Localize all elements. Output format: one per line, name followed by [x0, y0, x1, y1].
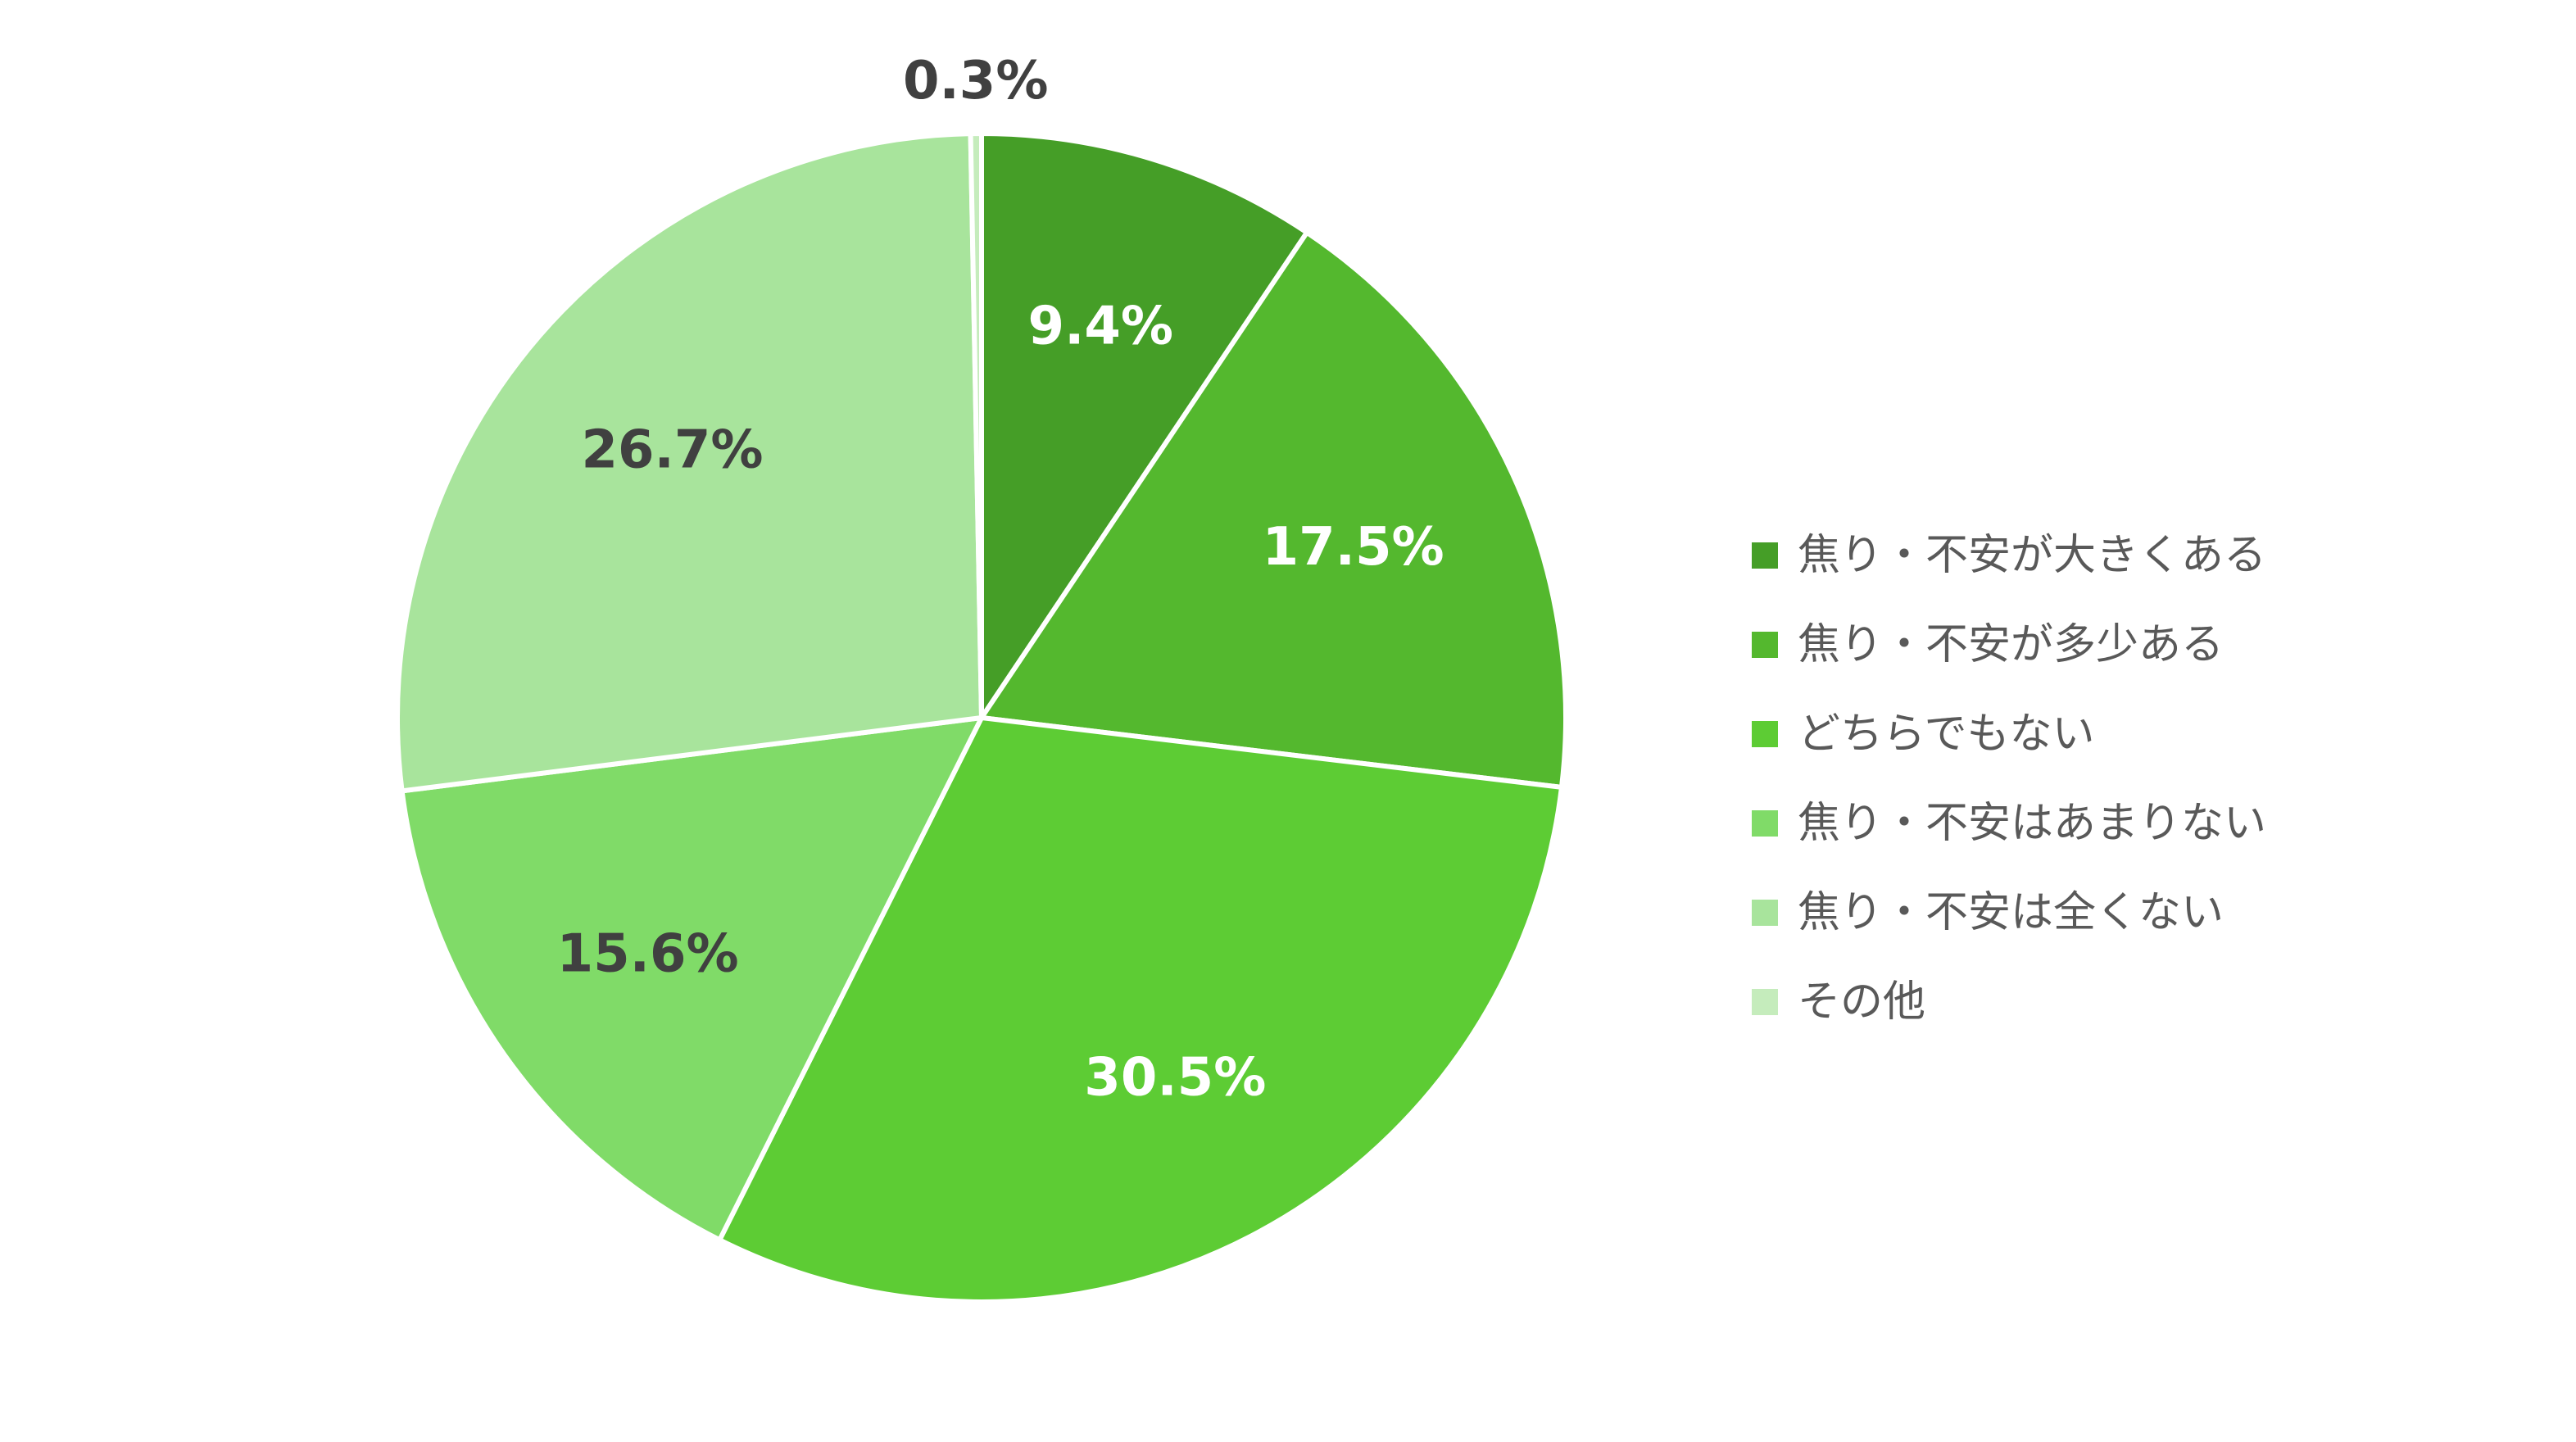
legend-label: 焦り・不安が多少ある [1798, 620, 2224, 669]
legend-label: どちらでもない [1798, 710, 2094, 759]
data-label-1: 9.4% [1028, 297, 1174, 357]
data-label-6: 0.3% [903, 51, 1049, 111]
pie-slice-4 [399, 715, 984, 1243]
legend-swatch [1752, 721, 1778, 747]
legend-label: その他 [1798, 977, 1925, 1027]
legend-item-4: 焦り・不安はあまりない [1752, 799, 2266, 848]
legend-item-1: 焦り・不安が大きくある [1752, 531, 2266, 580]
legend: 焦り・不安が大きくある焦り・不安が多少あるどちらでもない焦り・不安はあまりない焦… [1752, 531, 2266, 1027]
pie-slice-2 [979, 229, 1569, 790]
legend-label: 焦り・不安が大きくある [1798, 531, 2266, 580]
legend-item-2: 焦り・不安が多少ある [1752, 620, 2224, 669]
pie-slices [394, 131, 1569, 1305]
pie-slice-6 [968, 131, 984, 720]
legend-swatch [1752, 900, 1778, 926]
legend-swatch [1752, 989, 1778, 1015]
pie-slice-3 [717, 715, 1564, 1305]
data-label-4: 15.6% [557, 923, 739, 984]
pie-slice-5 [394, 131, 984, 794]
legend-item-5: 焦り・不安は全くない [1752, 888, 2224, 937]
legend-swatch [1752, 810, 1778, 837]
legend-swatch [1752, 632, 1778, 658]
legend-item-6: その他 [1752, 977, 1925, 1027]
data-label-5: 26.7% [581, 420, 763, 481]
data-label-2: 17.5% [1263, 517, 1444, 578]
legend-item-3: どちらでもない [1752, 710, 2094, 759]
legend-label: 焦り・不安は全くない [1798, 888, 2224, 937]
pie-data-labels: 9.4% 17.5% 30.5% 15.6% 26.7% 0.3% [557, 51, 1444, 1109]
legend-label: 焦り・不安はあまりない [1798, 799, 2266, 848]
legend-swatch [1752, 542, 1778, 569]
pie-slice-1 [979, 131, 1310, 720]
data-label-3: 30.5% [1084, 1048, 1266, 1109]
